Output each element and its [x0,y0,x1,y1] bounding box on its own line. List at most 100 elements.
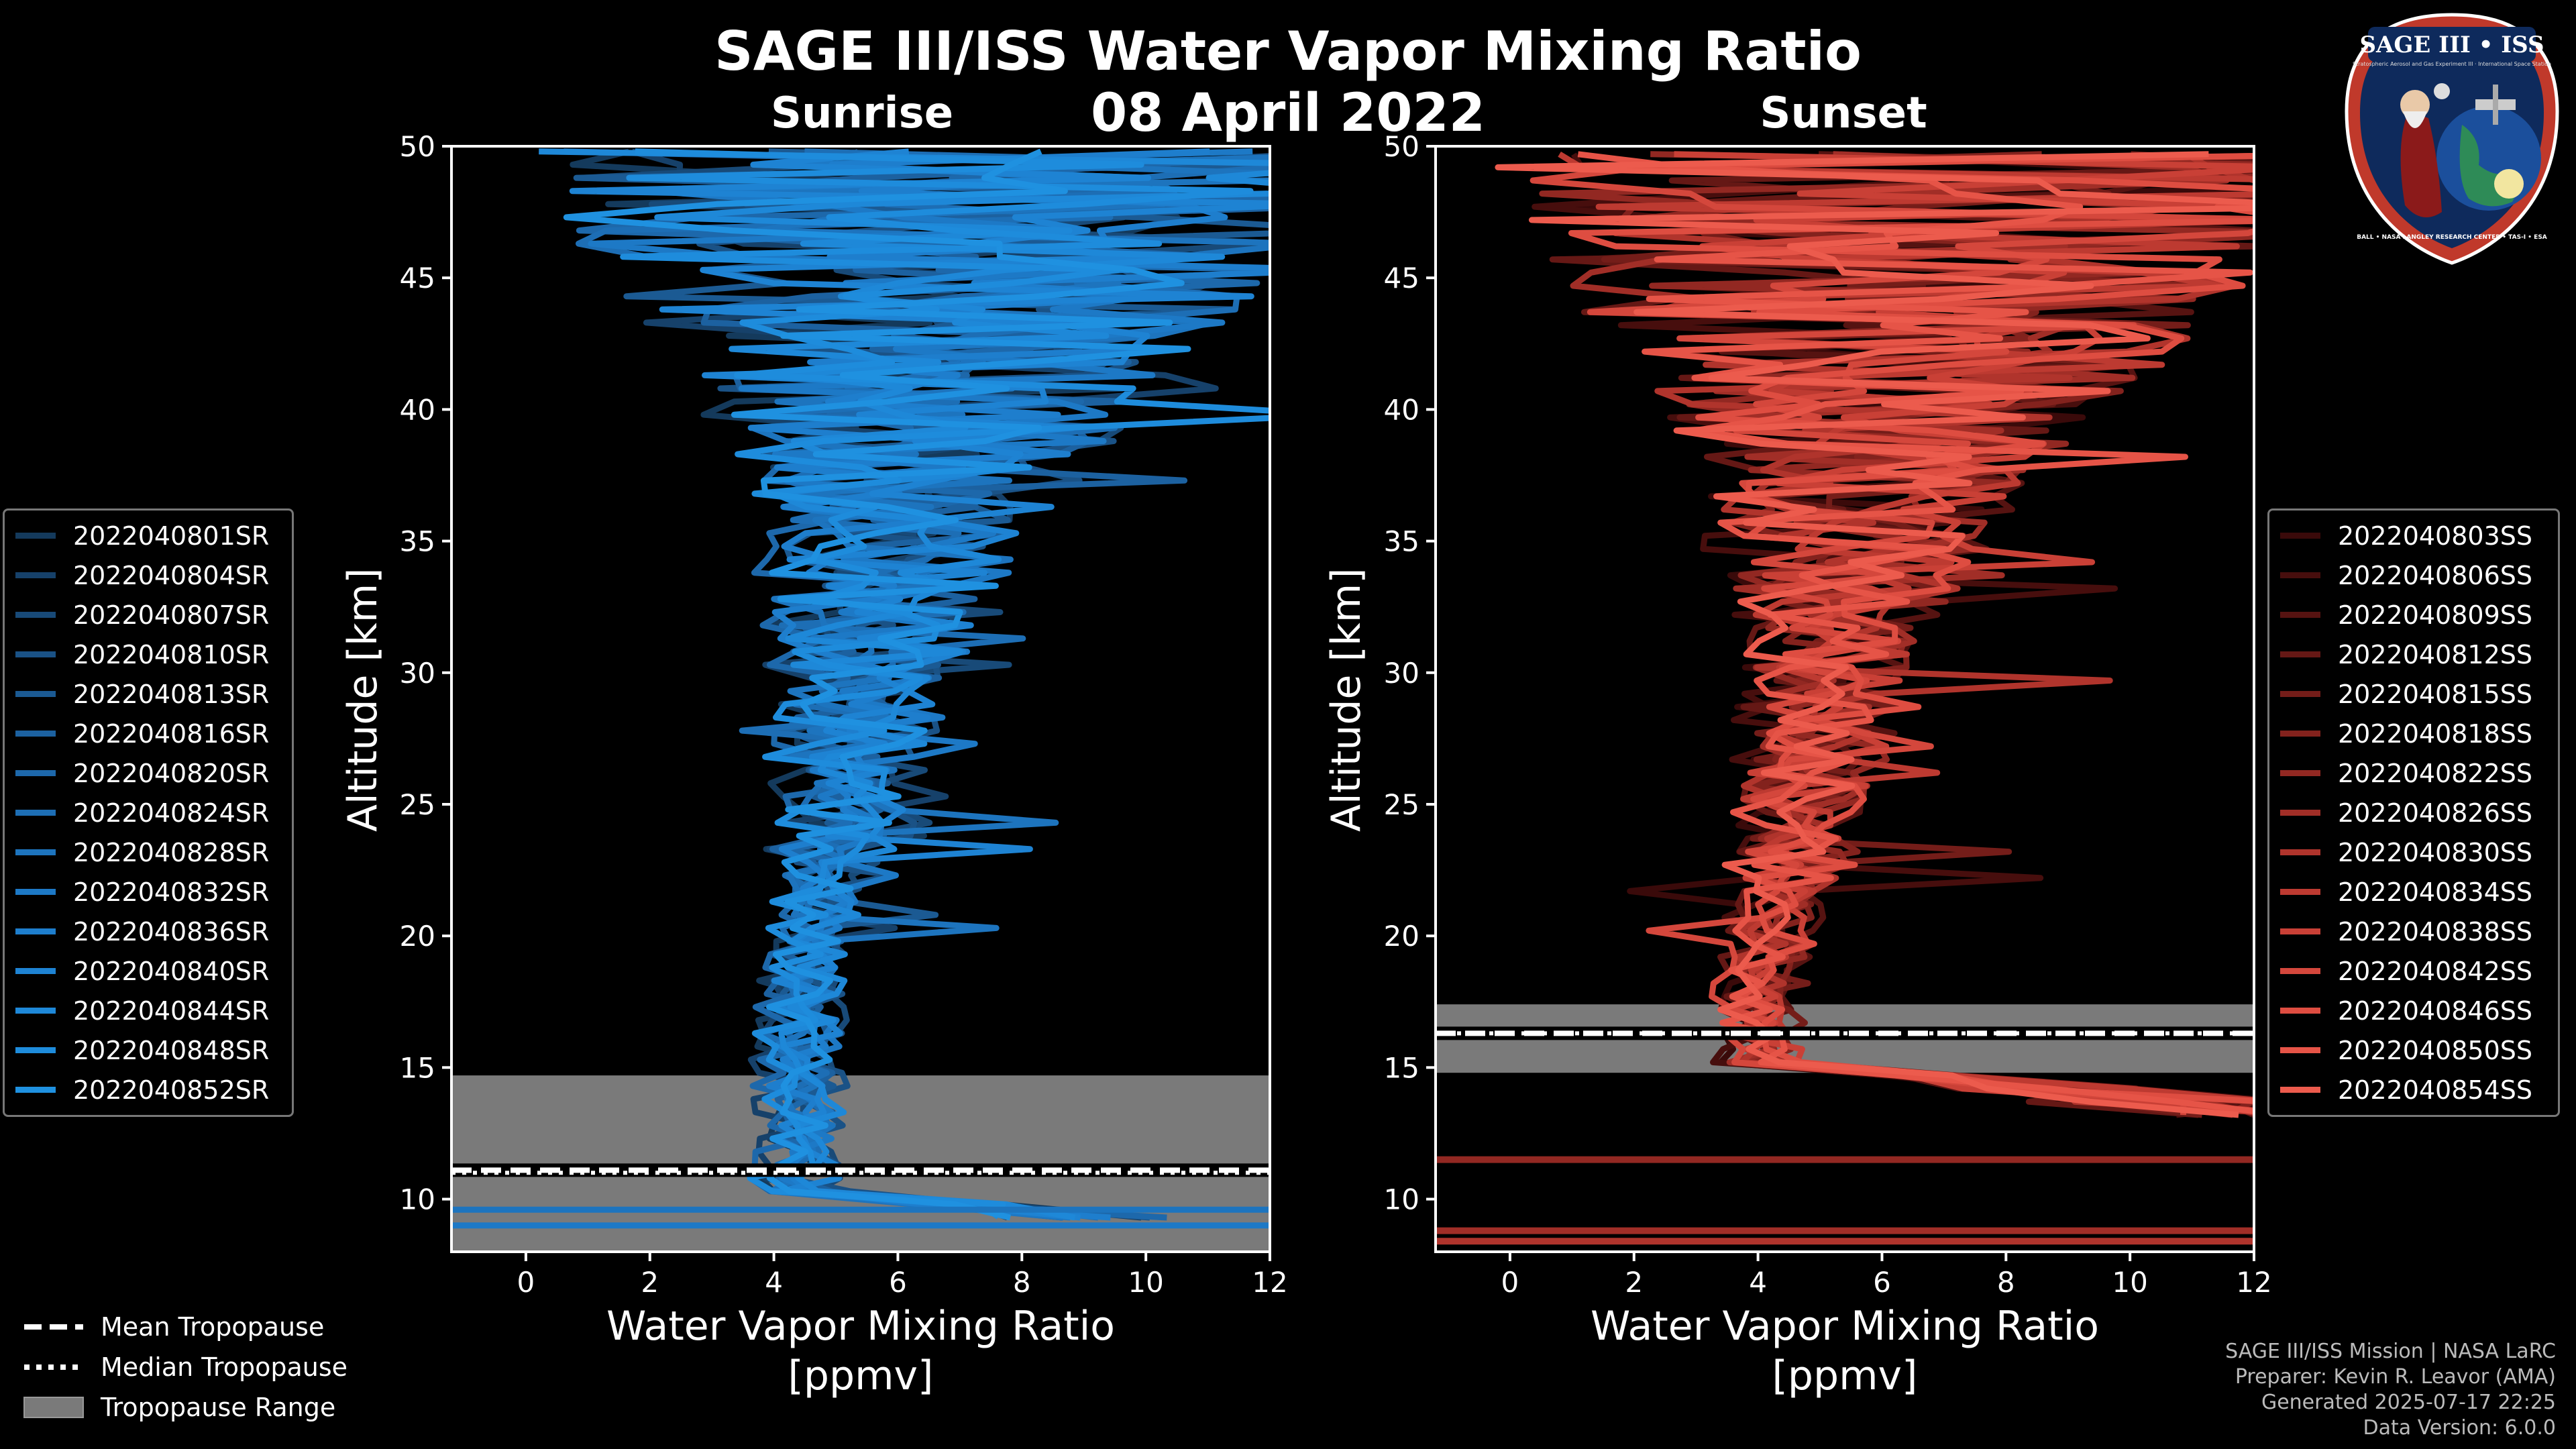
sunrise-x-tick-label: 8 [1013,1266,1031,1299]
legend-line-swatch [15,1087,56,1093]
sage-iii-iss-mission-logo: SAGE III • ISS Stratospheric Aerosol and… [2345,13,2559,265]
legend-line-swatch [15,533,56,539]
sunrise-legend-item: 2022040852SR [5,1070,292,1110]
legend-label: 2022040813SR [73,679,270,709]
sunrise-legend-item: 2022040804SR [5,555,292,595]
legend-label: 2022040826SS [2338,798,2533,828]
sunset-legend-item: 2022040850SS [2269,1030,2558,1070]
range-swatch-icon [23,1397,84,1418]
tropopause-range-label: Tropopause Range [101,1393,336,1422]
sunrise-legend-item: 2022040844SR [5,991,292,1030]
sunrise-x-axis-label: Water Vapor Mixing Ratio [ppmv] [451,1301,1270,1401]
legend-label: 2022040810SR [73,639,270,669]
sunset-axes-frame [1434,145,2255,1253]
sunset-y-tick-label: 45 [1384,262,1419,294]
sunrise-y-tick-label: 35 [400,525,435,558]
sunrise-legend-item: 2022040824SR [5,793,292,833]
sunset-y-tick-label: 20 [1384,920,1419,953]
legend-label: 2022040809SS [2338,600,2533,630]
sunset-panel-title: Sunset [1760,89,1927,138]
legend-label: 2022040816SR [73,718,270,749]
legend-line-swatch [15,928,56,934]
legend-line-swatch [15,1008,56,1014]
sunrise-y-tick-label: 20 [400,920,435,953]
sunset-legend-item: 2022040803SS [2269,516,2558,555]
sunrise-x-tick-label: 4 [765,1266,783,1299]
legend-line-swatch [2280,572,2320,578]
sunrise-y-tick-label: 25 [400,788,435,821]
sunset-y-tick-label: 10 [1384,1183,1419,1216]
logo-title: SAGE III • ISS [2359,32,2544,58]
sunrise-series-2022040832SR [588,148,1253,1221]
legend-label: 2022040830SS [2338,837,2533,867]
sunset-legend-item: 2022040834SS [2269,872,2558,912]
legend-label: 2022040852SR [73,1075,270,1105]
legend-line-swatch [15,572,56,578]
sunrise-legend-item: 2022040807SR [5,595,292,635]
legend-line-swatch [2280,612,2320,618]
legend-label: 2022040818SS [2338,718,2533,749]
legend-line-swatch [2280,731,2320,737]
legend-label: 2022040804SR [73,560,270,590]
legend-label: 2022040838SS [2338,916,2533,947]
legend-line-swatch [15,810,56,816]
legend-line-swatch [15,612,56,618]
sunrise-legend-item: 2022040828SR [5,833,292,872]
legend-label: 2022040820SR [73,758,270,788]
sunrise-legend-item: 2022040816SR [5,714,292,753]
footer-preparer: Preparer: Kevin R. Leavor (AMA) [2235,1365,2556,1389]
legend-median-tropopause: Median Tropopause [20,1347,347,1387]
sunset-y-tick-label: 35 [1384,525,1419,558]
sunrise-legend: 2022040801SR 2022040804SR 2022040807SR 2022… [3,508,294,1117]
legend-line-swatch [15,651,56,657]
legend-label: 2022040828SR [73,837,270,867]
dotted-line-icon [24,1364,83,1370]
sunrise-x-label-text: Water Vapor Mixing Ratio [ppmv] [606,1303,1115,1399]
legend-line-swatch [2280,691,2320,697]
sunrise-y-tick-label: 15 [400,1051,435,1084]
legend-line-swatch [2280,810,2320,816]
legend-line-swatch [2280,651,2320,657]
figure-title: SAGE III/ISS Water Vapor Mixing Ratio [714,20,1862,83]
legend-line-swatch [2280,849,2320,855]
legend-label: 2022040840SR [73,956,270,986]
legend-line-swatch [15,731,56,737]
legend-label: 2022040854SS [2338,1075,2533,1105]
sunrise-panel-title: Sunrise [770,89,954,138]
legend-label: 2022040832SR [73,877,270,907]
legend-label: 2022040815SS [2338,679,2533,709]
legend-line-swatch [15,770,56,776]
sunrise-legend-item: 2022040820SR [5,753,292,793]
sunset-legend-item: 2022040815SS [2269,674,2558,714]
sunset-x-tick-label: 6 [1873,1266,1891,1299]
logo-ring-text: BALL • NASA LANGLEY RESEARCH CENTER • TA… [2357,234,2547,241]
legend-label: 2022040807SR [73,600,270,630]
sunset-legend-item: 2022040838SS [2269,912,2558,951]
sunset-x-axis-label: Water Vapor Mixing Ratio [ppmv] [1436,1301,2254,1401]
footer-version: Data Version: 6.0.0 [2363,1416,2556,1440]
legend-mean-tropopause: Mean Tropopause [20,1307,347,1347]
sunrise-x-tick-label: 6 [889,1266,907,1299]
sunrise-x-tick-label: 12 [1252,1266,1287,1299]
legend-label: 2022040806SS [2338,560,2533,590]
median-tropopause-label: Median Tropopause [101,1352,347,1382]
sunset-legend-item: 2022040818SS [2269,714,2558,753]
sunrise-profile-lines [451,148,1270,1229]
sunset-profile-lines [1436,151,2254,1245]
sunset-legend: 2022040803SS 2022040806SS 2022040809SS 2022… [2267,508,2560,1117]
legend-line-swatch [2280,889,2320,895]
sunset-y-tick-label: 50 [1384,130,1419,163]
dashed-line-icon [24,1324,83,1330]
legend-label: 2022040848SR [73,1035,270,1065]
sunset-legend-item: 2022040806SS [2269,555,2558,595]
sunset-legend-item: 2022040830SS [2269,833,2558,872]
sunset-x-tick-label: 2 [1625,1266,1643,1299]
sunset-x-tick-label: 0 [1501,1266,1519,1299]
sunrise-axes-frame [450,145,1271,1253]
sunset-legend-item: 2022040826SS [2269,793,2558,833]
sunrise-legend-item: 2022040848SR [5,1030,292,1070]
legend-tropopause-range: Tropopause Range [20,1387,347,1428]
sunrise-y-axis-label: Altitude [km] [339,568,386,832]
figure-date: 08 April 2022 [1090,83,1486,144]
sunrise-legend-item: 2022040832SR [5,872,292,912]
